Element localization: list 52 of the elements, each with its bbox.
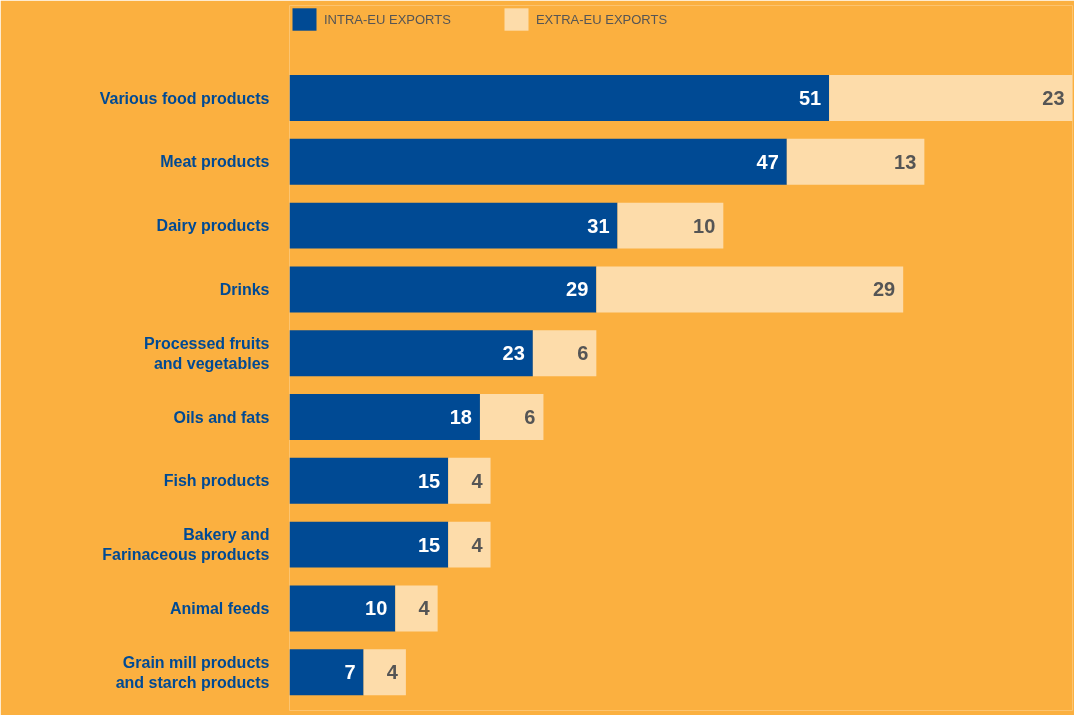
- data-label: 29: [566, 278, 589, 301]
- bar: [786, 138, 925, 185]
- bar: [289, 457, 449, 504]
- data-label: 29: [872, 278, 896, 301]
- data-label: 15: [417, 533, 441, 556]
- y-tick-label: Processed fruits and vegetables: [144, 334, 270, 372]
- y-tick-label: Bakery and Farinaceous products: [102, 525, 270, 564]
- data-label: 4: [471, 533, 484, 556]
- y-tick-label: Oils and fats: [173, 408, 270, 426]
- data-label: 4: [471, 469, 484, 492]
- data-label: 23: [1042, 87, 1065, 110]
- data-label: 18: [449, 406, 472, 429]
- y-tick-label: Animal feeds: [169, 599, 270, 617]
- bar: [479, 394, 544, 440]
- y-tick-label: Various food products: [99, 89, 270, 107]
- data-label: 31: [587, 214, 610, 237]
- data-label: 23: [502, 342, 525, 365]
- bar: [289, 75, 830, 121]
- bar: [596, 266, 904, 313]
- bar: [532, 330, 597, 377]
- bar: [363, 649, 406, 696]
- bar: [289, 202, 618, 249]
- data-label: 13: [894, 150, 917, 173]
- bar: [829, 75, 1073, 121]
- bar: [289, 394, 480, 440]
- legend-label: INTRA-EU EXPORTS: [324, 11, 451, 27]
- data-label: 6: [524, 406, 536, 429]
- data-label: 47: [756, 150, 779, 173]
- y-tick-label: Dairy products: [156, 217, 270, 235]
- data-label: 6: [577, 342, 589, 365]
- legend-label: EXTRA-EU EXPORTS: [535, 11, 668, 27]
- bar: [448, 457, 491, 504]
- bar: [289, 649, 364, 696]
- bar: [289, 585, 396, 632]
- data-label: 15: [417, 469, 441, 492]
- y-tick-label: Drinks: [219, 280, 270, 298]
- bar: [289, 266, 597, 313]
- bar: [289, 330, 533, 377]
- data-label: 7: [344, 661, 356, 684]
- bar: [448, 521, 491, 568]
- data-label: 4: [418, 597, 431, 620]
- bar: [289, 138, 787, 185]
- y-tick-label: Meat products: [160, 153, 270, 171]
- bar: [289, 521, 449, 568]
- data-label: 4: [386, 661, 399, 684]
- data-label: 10: [693, 214, 716, 237]
- y-tick-label: Grain mill products and starch products: [115, 653, 270, 691]
- data-label: 10: [365, 597, 388, 620]
- bar: [395, 585, 438, 632]
- bar: [617, 202, 724, 249]
- data-label: 51: [798, 87, 822, 110]
- y-tick-label: Fish products: [163, 472, 270, 490]
